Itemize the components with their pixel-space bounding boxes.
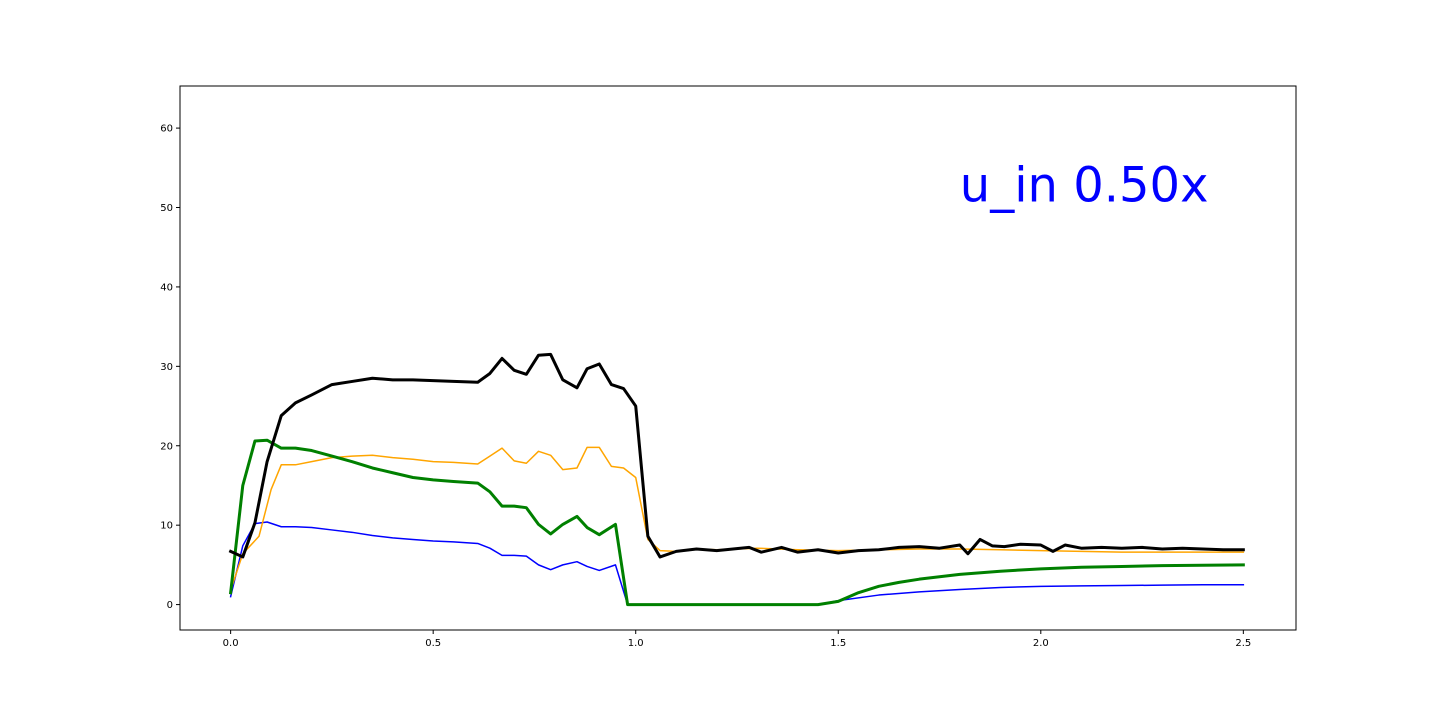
x-tick-label: 2.5 (1235, 638, 1251, 649)
y-tick-label: 0 (167, 600, 173, 611)
x-tick-label: 1.0 (628, 638, 644, 649)
y-axis: 0 10 20 30 40 50 60 (160, 124, 180, 611)
y-tick-label: 60 (160, 124, 173, 135)
y-tick-label: 50 (160, 203, 173, 214)
annotation-label: u_in 0.50x (960, 158, 1209, 214)
x-tick-label: 2.0 (1033, 638, 1049, 649)
series-line-1 (229, 521, 1245, 606)
plot-area (180, 86, 1296, 630)
series-line-3 (228, 438, 1245, 607)
x-axis: 0.0 0.5 1.0 1.5 2.0 2.5 (223, 630, 1251, 649)
x-tick-label: 0.5 (425, 638, 441, 649)
series-layer (228, 352, 1245, 607)
y-tick-label: 10 (160, 521, 173, 532)
x-tick-label: 0.0 (223, 638, 239, 649)
x-tick-label: 1.5 (830, 638, 846, 649)
plot-frame (179, 85, 1297, 631)
y-tick-label: 40 (160, 282, 173, 293)
y-tick-label: 20 (160, 441, 173, 452)
y-tick-label: 30 (160, 362, 173, 373)
series-line-4 (228, 352, 1245, 559)
